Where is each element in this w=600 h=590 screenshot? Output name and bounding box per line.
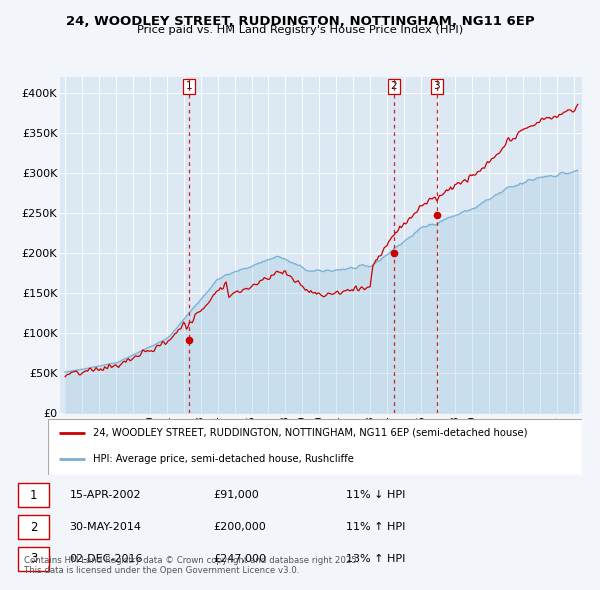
Text: 24, WOODLEY STREET, RUDDINGTON, NOTTINGHAM, NG11 6EP (semi-detached house): 24, WOODLEY STREET, RUDDINGTON, NOTTINGH… [94, 428, 528, 438]
Text: 11% ↓ HPI: 11% ↓ HPI [346, 490, 406, 500]
Text: £91,000: £91,000 [214, 490, 259, 500]
Text: 11% ↑ HPI: 11% ↑ HPI [346, 522, 406, 532]
Text: £247,000: £247,000 [214, 553, 266, 563]
Text: HPI: Average price, semi-detached house, Rushcliffe: HPI: Average price, semi-detached house,… [94, 454, 354, 464]
Text: 2: 2 [30, 520, 37, 533]
Text: 02-DEC-2016: 02-DEC-2016 [70, 553, 143, 563]
Text: 30-MAY-2014: 30-MAY-2014 [70, 522, 142, 532]
Text: 3: 3 [433, 81, 440, 91]
Text: Price paid vs. HM Land Registry's House Price Index (HPI): Price paid vs. HM Land Registry's House … [137, 25, 463, 35]
Text: £200,000: £200,000 [214, 522, 266, 532]
Text: 24, WOODLEY STREET, RUDDINGTON, NOTTINGHAM, NG11 6EP: 24, WOODLEY STREET, RUDDINGTON, NOTTINGH… [65, 15, 535, 28]
FancyBboxPatch shape [18, 483, 49, 507]
FancyBboxPatch shape [18, 515, 49, 539]
FancyBboxPatch shape [48, 419, 582, 475]
Text: 13% ↑ HPI: 13% ↑ HPI [346, 553, 406, 563]
Text: 3: 3 [30, 552, 37, 565]
Text: 1: 1 [185, 81, 192, 91]
Text: 15-APR-2002: 15-APR-2002 [70, 490, 141, 500]
FancyBboxPatch shape [18, 547, 49, 571]
Text: 2: 2 [391, 81, 397, 91]
Text: 1: 1 [30, 489, 37, 502]
Text: Contains HM Land Registry data © Crown copyright and database right 2025.
This d: Contains HM Land Registry data © Crown c… [24, 556, 359, 575]
